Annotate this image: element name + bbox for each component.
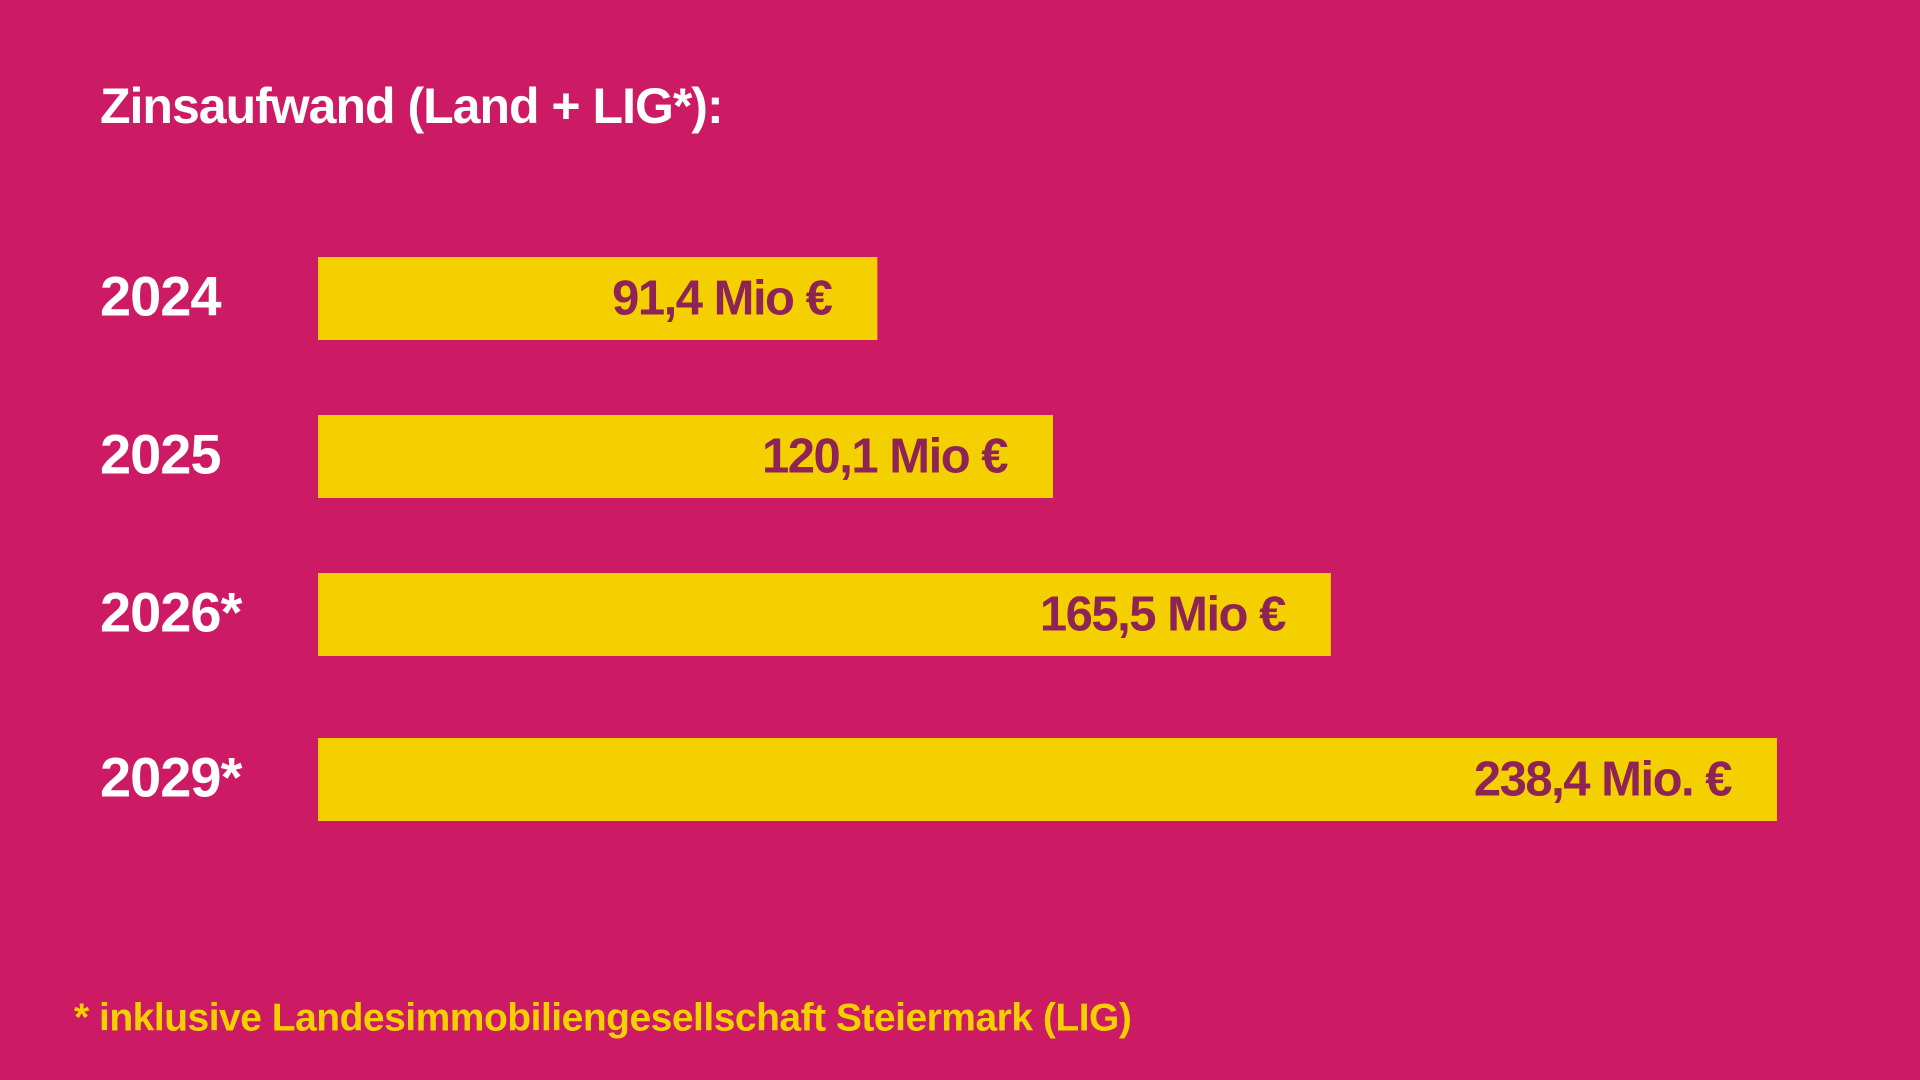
bar (318, 415, 1054, 498)
bar (318, 738, 1778, 821)
bar (318, 257, 878, 340)
value-label: 120,1 Mio € (762, 429, 1008, 483)
value-label: 238,4 Mio. € (1474, 752, 1732, 806)
category-label: 2025 (100, 422, 221, 485)
category-label: 2024 (100, 264, 221, 327)
value-label: 91,4 Mio € (612, 271, 832, 325)
footnote: * inklusive Landesimmobiliengesellschaft… (74, 996, 1131, 1039)
value-label: 165,5 Mio € (1040, 587, 1286, 641)
category-label: 2029* (100, 745, 243, 808)
bar (318, 573, 1331, 656)
category-label: 2026* (100, 580, 243, 643)
chart-title: Zinsaufwand (Land + LIG*): (100, 78, 723, 134)
